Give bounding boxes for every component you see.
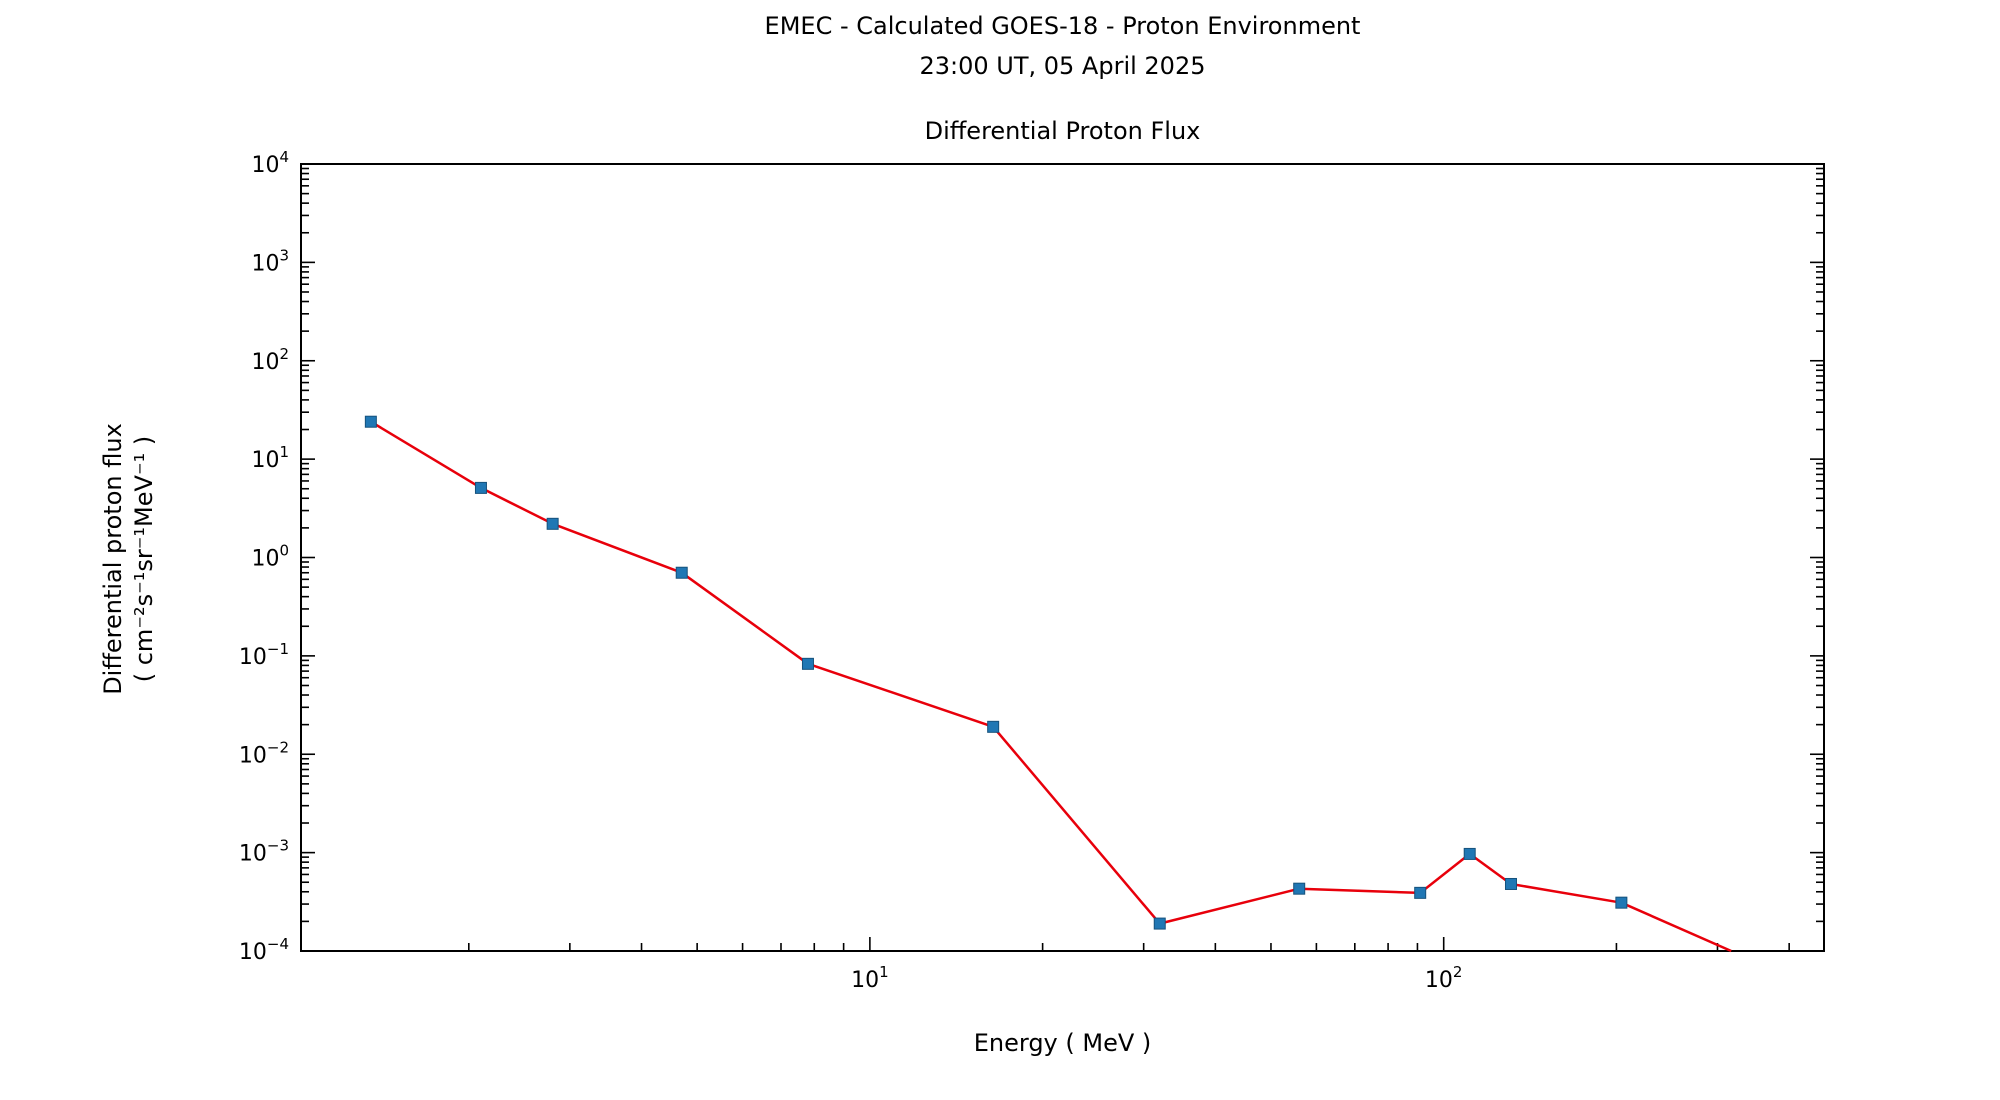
y-tick-label: 104 xyxy=(251,148,289,178)
y-tick-label: 100 xyxy=(251,542,289,572)
flux-marker xyxy=(364,415,377,428)
flux-marker xyxy=(675,566,688,579)
y-tick-label: 10−3 xyxy=(239,837,289,867)
flux-marker xyxy=(1463,847,1476,860)
flux-marker xyxy=(987,720,1000,733)
flux-marker xyxy=(801,657,814,670)
axes-title: Differential Proton Flux xyxy=(924,117,1201,145)
y-tick-label: 10−2 xyxy=(239,738,289,768)
tick-labels: 104 103 102 101 100 10−1 10−2 10−3 10−4 101 102 xyxy=(239,148,1463,993)
y-tick-label: 102 xyxy=(251,345,289,375)
flux-marker xyxy=(546,517,559,530)
x-tick-label: 102 xyxy=(1425,963,1463,993)
flux-marker xyxy=(1615,896,1628,909)
flux-marker xyxy=(1293,882,1306,895)
figure-title-block: EMEC - Calculated GOES-18 - Proton Envir… xyxy=(301,6,1824,86)
y-tick-label: 10−1 xyxy=(239,640,289,670)
y-tick-label: 101 xyxy=(251,443,289,473)
axis-ticks xyxy=(301,163,1824,952)
flux-marker xyxy=(1504,877,1517,890)
y-tick-label: 103 xyxy=(251,246,289,276)
flux-markers xyxy=(364,415,1628,930)
y-tick-label: 10−4 xyxy=(239,935,289,965)
figure-subtitle: 23:00 UT, 05 April 2025 xyxy=(919,52,1206,80)
flux-marker xyxy=(474,481,487,494)
figure-title: EMEC - Calculated GOES-18 - Proton Envir… xyxy=(764,12,1361,40)
x-tick-label: 101 xyxy=(851,963,889,993)
flux-marker xyxy=(1153,917,1166,930)
flux-marker xyxy=(1414,886,1427,899)
x-axis-label: Energy ( MeV ) xyxy=(973,1029,1152,1057)
plot-border xyxy=(300,163,1825,952)
flux-line xyxy=(370,420,1732,953)
